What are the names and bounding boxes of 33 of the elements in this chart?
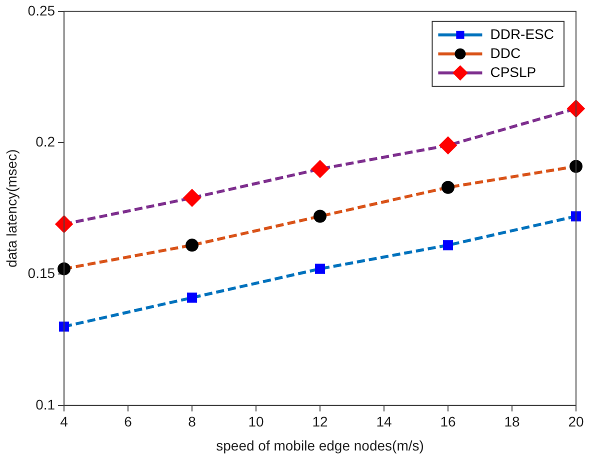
legend-label: DDR-ESC (490, 26, 554, 42)
x-tick-label: 16 (440, 414, 456, 430)
x-tick-label: 4 (60, 414, 68, 430)
point (570, 211, 582, 222)
y-tick-label: 0.25 (28, 2, 56, 18)
point (186, 238, 199, 252)
legend-label: CPSLP (490, 64, 536, 80)
y-tick-label: 0.2 (36, 134, 56, 150)
point (568, 100, 584, 118)
y-axis-title: data latency(msec) (3, 149, 20, 268)
x-axis-title: speed of mobile edge nodes(m/s) (216, 437, 424, 454)
y-tick-label: 0.1 (36, 396, 56, 412)
x-tick-label: 12 (312, 414, 328, 430)
point (314, 210, 327, 223)
point (59, 322, 70, 332)
point (314, 264, 326, 274)
x-tick-label: 6 (124, 414, 132, 430)
point (442, 180, 455, 194)
x-tick-label: 8 (188, 414, 196, 430)
x-tick-label: 14 (376, 414, 392, 430)
point (440, 136, 457, 154)
point (312, 160, 329, 178)
legend-label: DDC (490, 44, 521, 61)
y-tick-label: 0.15 (28, 264, 56, 281)
x-tick-label: 20 (568, 414, 584, 430)
x-tick-label: 18 (504, 414, 520, 430)
point (184, 189, 201, 206)
point (56, 216, 73, 233)
x-tick-label: 10 (248, 414, 264, 430)
point (187, 292, 198, 303)
point (570, 160, 582, 173)
point (58, 262, 71, 276)
point (442, 240, 454, 250)
